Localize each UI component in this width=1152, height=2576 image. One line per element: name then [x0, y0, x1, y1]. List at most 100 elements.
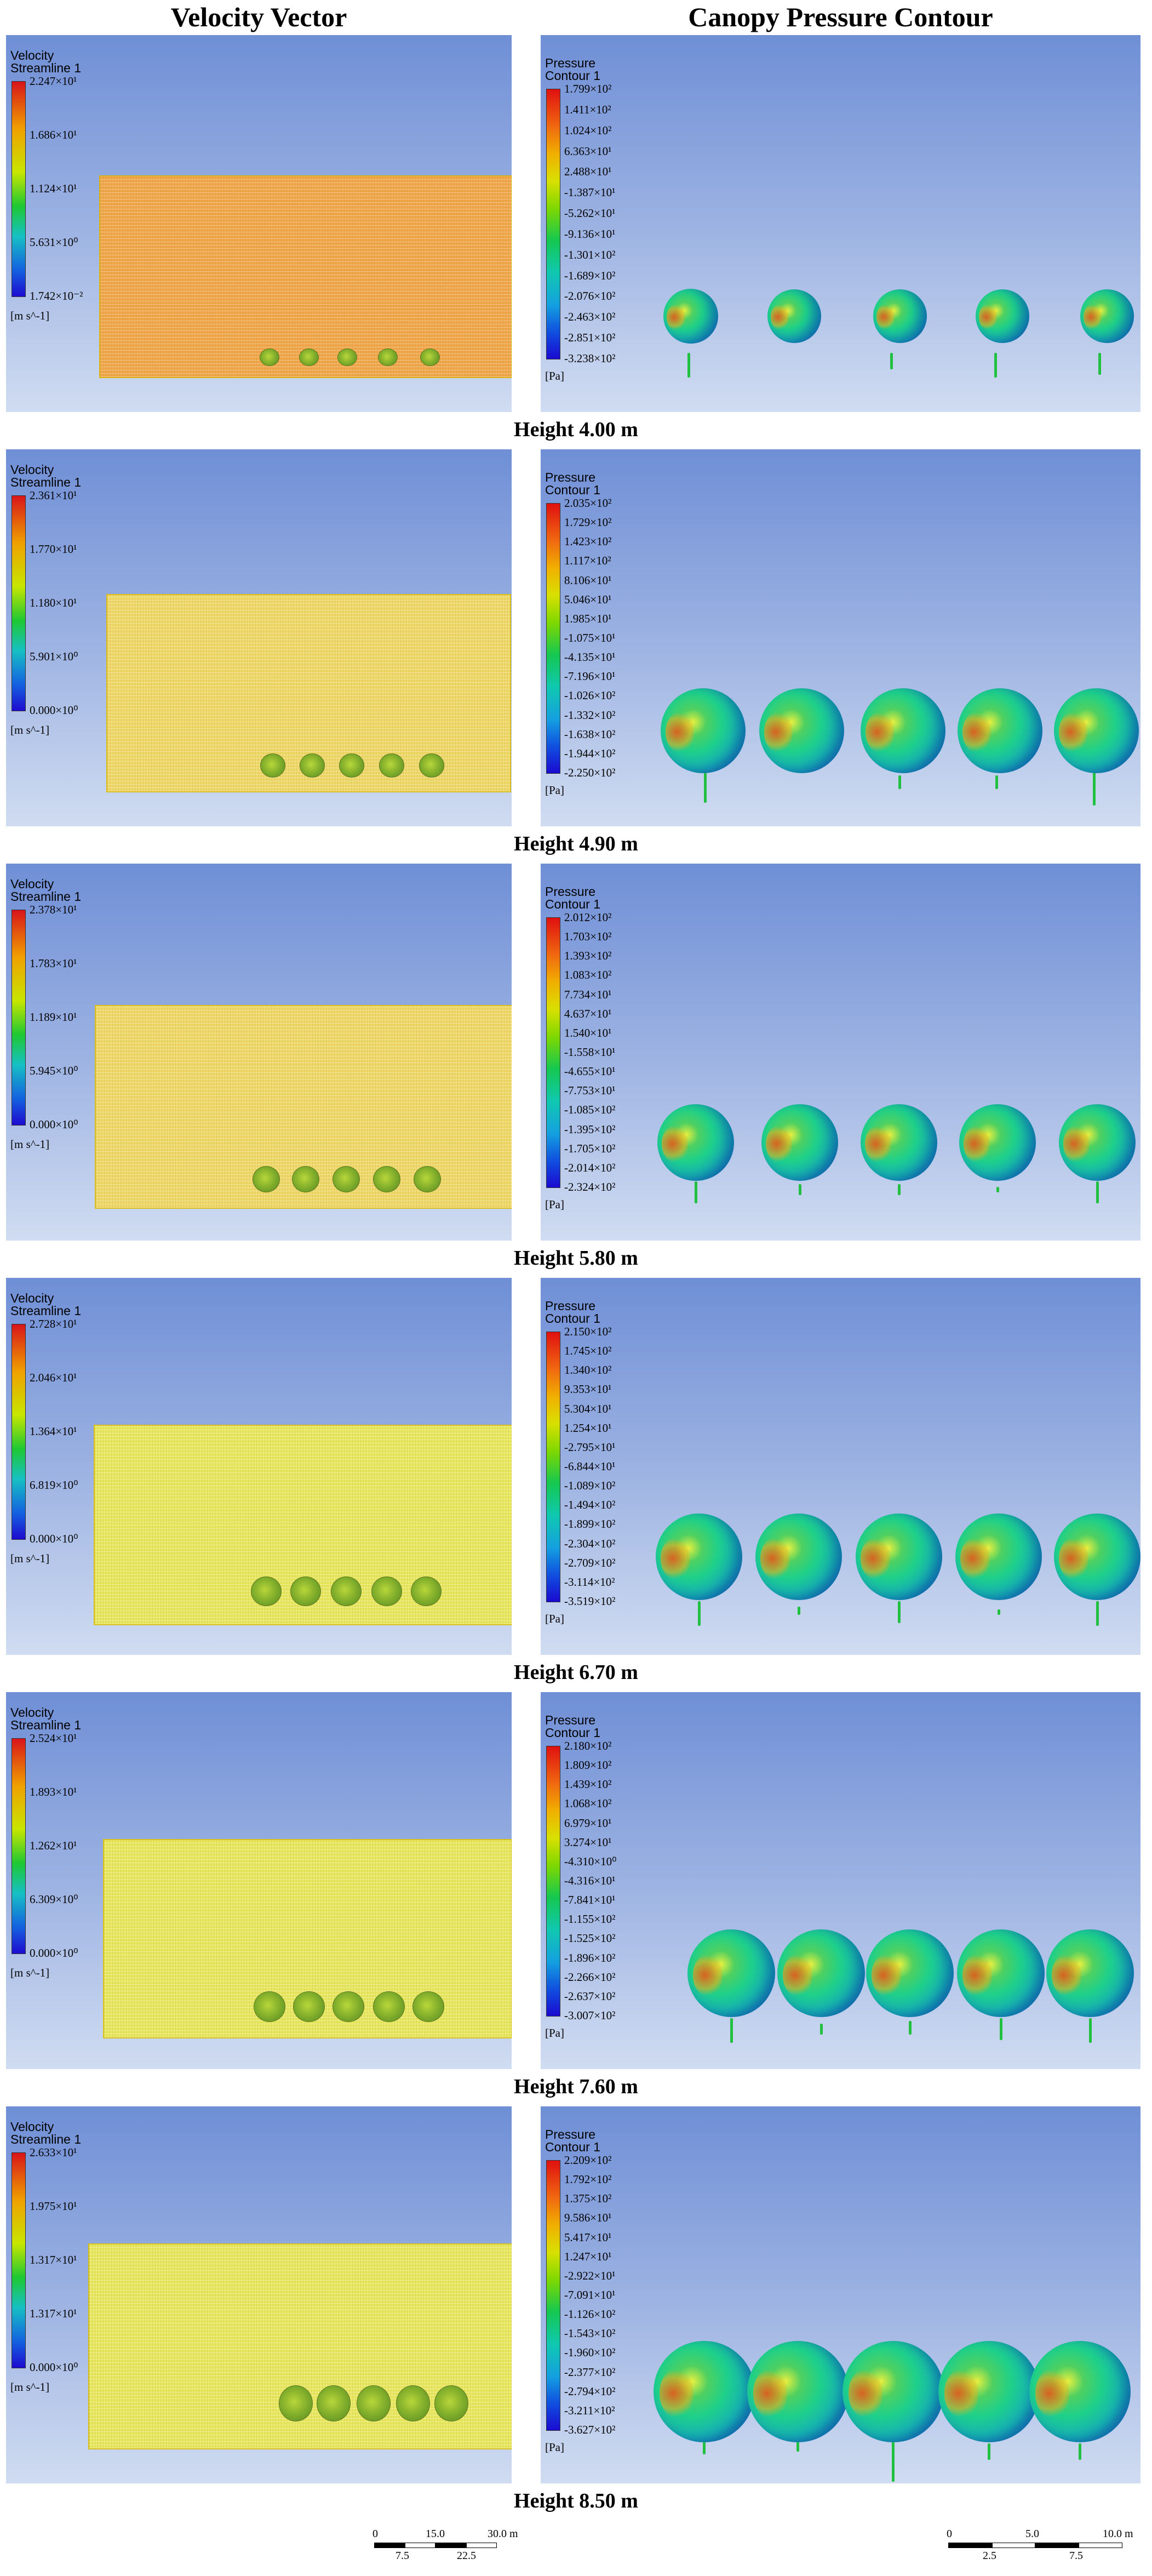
velocity-legend-title-line: Velocity: [10, 877, 54, 891]
velocity-colorbar: [12, 910, 26, 1126]
pressure-colorbar-tick: 4.637×10¹: [564, 1007, 612, 1020]
tree-canopy-sphere: [861, 1104, 937, 1181]
tree-canopy-marker: [412, 1991, 444, 2022]
pressure-unit: [Pa]: [545, 1612, 564, 1625]
tree-canopy-marker: [260, 349, 279, 366]
pressure-colorbar-tick: -1.026×10²: [564, 689, 616, 702]
height-label: Height 4.90 m: [514, 832, 638, 855]
tree-trunk: [704, 773, 707, 803]
tree-canopy-marker: [419, 753, 444, 778]
velocity-colorbar-tick: 1.742×10⁻²: [30, 289, 83, 302]
scale-right-tick: 10.0 m: [1103, 2528, 1133, 2540]
pressure-colorbar-tick: 2.150×10²: [564, 1325, 612, 1338]
velocity-colorbar-tick: 2.361×10¹: [30, 489, 77, 502]
scale-right-tick: 5.0: [1025, 2528, 1039, 2540]
velocity-colorbar-tick: 0.000×10⁰: [30, 1946, 78, 1960]
pressure-colorbar-tick: 1.083×10²: [564, 968, 612, 982]
pressure-colorbar: [546, 1332, 560, 1602]
tree-canopy-marker: [333, 1991, 364, 2022]
pressure-colorbar-tick: -2.324×10²: [564, 1180, 616, 1193]
velocity-colorbar-tick: 1.770×10¹: [30, 542, 77, 556]
tree-canopy-marker: [373, 1166, 400, 1192]
tree-canopy-sphere: [663, 289, 718, 344]
tree-trunk: [1096, 1601, 1099, 1626]
pressure-colorbar-tick: 2.180×10²: [564, 1739, 612, 1752]
pressure-legend-title: Pressure Contour 1: [545, 2128, 600, 2154]
pressure-contour-panel: Pressure Contour 1 2.012×10² 1.703×10² 1.393…: [541, 864, 1140, 1241]
pressure-colorbar-tick: 1.540×10¹: [564, 1026, 612, 1039]
pressure-colorbar-tick: -1.638×10²: [564, 727, 616, 741]
pressure-colorbar-tick: -9.136×10¹: [564, 227, 616, 241]
tree-canopy-marker: [253, 1166, 280, 1192]
scale-left-tick: 30.0 m: [488, 2528, 518, 2540]
velocity-legend-title: Velocity Streamline 1: [10, 2121, 81, 2146]
velocity-unit: [m s^-1]: [10, 2380, 50, 2394]
velocity-colorbar-tick: 1.364×10¹: [30, 1425, 77, 1438]
pressure-legend-title-line: Pressure: [545, 1299, 596, 1313]
height-label: Height 8.50 m: [514, 2489, 638, 2512]
tree-trunk: [730, 2018, 733, 2043]
scale-left-tick: 22.5: [457, 2550, 476, 2562]
pressure-colorbar-tick: -7.091×10¹: [564, 2288, 616, 2301]
pressure-colorbar-tick: -7.753×10¹: [564, 1084, 616, 1098]
velocity-legend-title: Velocity Streamline 1: [10, 464, 81, 489]
pressure-colorbar-tick: 1.985×10¹: [564, 612, 612, 625]
velocity-colorbar-tick: 5.901×10⁰: [30, 650, 78, 663]
tree-canopy-marker: [260, 753, 285, 778]
pressure-unit: [Pa]: [545, 2026, 564, 2040]
tree-canopy-marker: [292, 1166, 319, 1192]
pressure-colorbar-tick: 2.488×10¹: [564, 165, 612, 179]
velocity-colorbar: [12, 1738, 26, 1954]
pressure-contour-panel: Pressure Contour 1 2.180×10² 1.809×10² 1.439…: [541, 1692, 1140, 2069]
pressure-hotspot: [1035, 2369, 1070, 2418]
velocity-legend-title-line: Velocity: [10, 462, 54, 477]
pressure-legend-title-line: Pressure: [545, 884, 596, 899]
velocity-unit: [m s^-1]: [10, 1966, 50, 1979]
pressure-colorbar-tick: -2.377×10²: [564, 2365, 616, 2379]
pressure-hotspot: [665, 711, 695, 753]
pressure-colorbar-tick: -3.519×10²: [564, 1595, 616, 1608]
velocity-legend-title: Velocity Streamline 1: [10, 1292, 81, 1317]
scale-bar-left: 0 15.0 30.0 m 7.5 22.5: [372, 2526, 537, 2562]
pressure-hotspot: [659, 2369, 694, 2418]
height-label: Height 7.60 m: [514, 2075, 638, 2098]
velocity-unit: [m s^-1]: [10, 1138, 50, 1151]
pressure-hotspot: [962, 711, 991, 753]
tree-canopy-sphere: [687, 1929, 775, 2017]
pressure-hotspot: [667, 304, 685, 330]
tree-canopy-sphere: [1029, 2340, 1131, 2442]
pressure-colorbar: [546, 503, 560, 774]
scale-right-tick: 7.5: [1069, 2550, 1083, 2562]
velocity-colorbar-tick: 0.000×10⁰: [30, 704, 78, 717]
velocity-colorbar-tick: 1.317×10¹: [30, 2253, 77, 2266]
velocity-legend-title: Velocity Streamline 1: [10, 878, 81, 903]
tree-canopy-marker: [357, 2385, 391, 2421]
pressure-colorbar-tick: 1.423×10²: [564, 535, 612, 549]
velocity-colorbar-tick: 1.783×10¹: [30, 957, 77, 970]
pressure-colorbar-tick: -2.794×10²: [564, 2384, 616, 2398]
velocity-colorbar-tick: 2.046×10¹: [30, 1371, 77, 1384]
tree-trunk: [1000, 2018, 1002, 2040]
pressure-colorbar-tick: 1.792×10²: [564, 2173, 612, 2186]
velocity-colorbar-tick: 0.000×10⁰: [30, 2361, 78, 2374]
pressure-colorbar-tick: 1.745×10²: [564, 1344, 612, 1358]
pressure-colorbar-tick: 1.068×10²: [564, 1797, 612, 1810]
pressure-colorbar-tick: 1.703×10²: [564, 930, 612, 944]
velocity-legend-title-line: Streamline 1: [10, 1718, 82, 1732]
tree-trunk: [698, 1601, 701, 1626]
tree-trunk: [898, 1184, 901, 1195]
tree-canopy-marker: [411, 1577, 442, 1606]
pressure-contour-panel: Pressure Contour 1 2.035×10² 1.729×10² 1.423…: [541, 449, 1140, 826]
velocity-vector-panel: Velocity Streamline 1 2.361×10¹ 1.770×10¹ 1.…: [6, 449, 512, 826]
tree-trunk: [988, 2443, 990, 2460]
tree-trunk: [996, 1187, 999, 1192]
velocity-legend-title-line: Streamline 1: [10, 889, 82, 904]
pressure-colorbar-tick: 1.799×10²: [564, 82, 612, 95]
tree-trunk: [1079, 2443, 1081, 2460]
velocity-colorbar-tick: 5.631×10⁰: [30, 236, 78, 249]
tree-canopy-marker: [414, 1166, 441, 1192]
velocity-vector-header: Velocity Vector: [170, 2, 347, 32]
tree-canopy-sphere: [959, 1104, 1036, 1181]
tree-canopy-marker: [379, 753, 404, 778]
pressure-contour-panel: Pressure Contour 1 1.799×10² 1.411×10² 1.024…: [541, 35, 1140, 412]
